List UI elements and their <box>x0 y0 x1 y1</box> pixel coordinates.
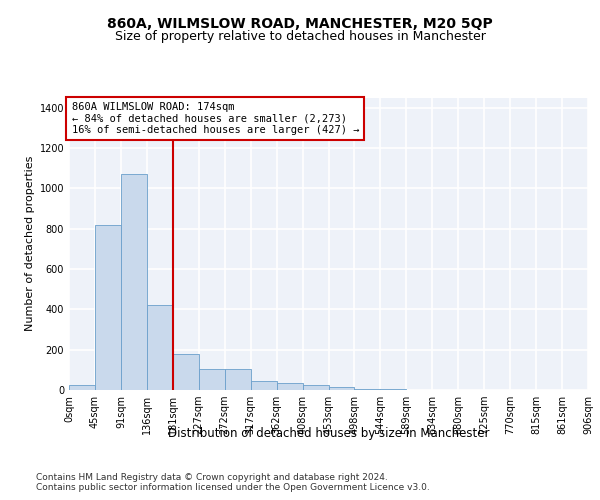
Bar <box>69 385 95 390</box>
Text: 860A WILMSLOW ROAD: 174sqm
← 84% of detached houses are smaller (2,273)
16% of s: 860A WILMSLOW ROAD: 174sqm ← 84% of deta… <box>71 102 359 135</box>
Bar <box>277 383 302 390</box>
Text: 860A, WILMSLOW ROAD, MANCHESTER, M20 5QP: 860A, WILMSLOW ROAD, MANCHESTER, M20 5QP <box>107 18 493 32</box>
Bar <box>329 387 355 390</box>
Text: Distribution of detached houses by size in Manchester: Distribution of detached houses by size … <box>168 428 490 440</box>
Bar <box>355 389 380 390</box>
Text: Contains HM Land Registry data © Crown copyright and database right 2024.
Contai: Contains HM Land Registry data © Crown c… <box>36 472 430 492</box>
Y-axis label: Number of detached properties: Number of detached properties <box>25 156 35 332</box>
Bar <box>251 381 277 390</box>
Bar <box>95 224 121 390</box>
Bar <box>225 369 251 390</box>
Bar <box>121 174 147 390</box>
Bar <box>147 306 173 390</box>
Text: Size of property relative to detached houses in Manchester: Size of property relative to detached ho… <box>115 30 485 43</box>
Bar <box>302 385 329 390</box>
Bar <box>199 369 224 390</box>
Bar <box>173 354 199 390</box>
